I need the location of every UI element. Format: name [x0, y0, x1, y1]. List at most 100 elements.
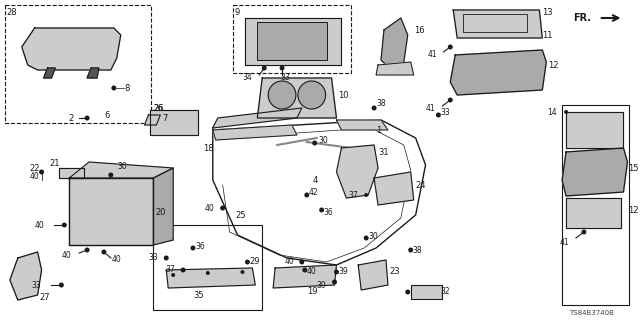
Circle shape: [319, 207, 324, 212]
Polygon shape: [566, 112, 623, 148]
Circle shape: [101, 250, 106, 254]
Text: 16: 16: [413, 26, 424, 35]
Bar: [5, 5, 152, 123]
Text: 40: 40: [112, 255, 122, 265]
Circle shape: [241, 270, 244, 274]
Circle shape: [108, 172, 113, 178]
Text: 41: 41: [559, 237, 569, 246]
Text: 37: 37: [349, 190, 358, 199]
Polygon shape: [212, 108, 302, 128]
Circle shape: [191, 245, 195, 251]
Polygon shape: [22, 28, 121, 70]
Polygon shape: [245, 18, 341, 65]
Polygon shape: [10, 252, 42, 300]
Polygon shape: [337, 145, 378, 198]
Bar: [463, 14, 527, 32]
Text: 33: 33: [280, 73, 290, 82]
Text: 10: 10: [339, 91, 349, 100]
Text: 28: 28: [6, 7, 17, 17]
Text: 20: 20: [156, 207, 166, 217]
Polygon shape: [44, 68, 56, 78]
Bar: [154, 225, 262, 310]
Circle shape: [268, 81, 296, 109]
Circle shape: [84, 116, 90, 121]
Text: 26: 26: [154, 103, 163, 113]
Polygon shape: [337, 120, 388, 130]
Text: 12: 12: [628, 205, 639, 214]
Text: 33: 33: [440, 108, 450, 116]
Text: 15: 15: [628, 164, 639, 172]
Circle shape: [111, 85, 116, 91]
Text: 8: 8: [125, 84, 130, 92]
Bar: [562, 105, 629, 305]
Circle shape: [304, 193, 309, 197]
Polygon shape: [87, 68, 99, 78]
Text: 31: 31: [378, 148, 388, 156]
Text: 12: 12: [548, 60, 559, 69]
Bar: [257, 22, 326, 60]
Text: 13: 13: [542, 7, 553, 17]
Polygon shape: [154, 168, 173, 245]
Text: 2: 2: [68, 114, 73, 123]
Circle shape: [364, 193, 368, 197]
Text: 33: 33: [148, 253, 158, 262]
Polygon shape: [60, 168, 84, 178]
Text: 40: 40: [284, 258, 294, 267]
Circle shape: [280, 66, 285, 70]
Text: 9: 9: [234, 7, 240, 17]
Text: 27: 27: [40, 293, 50, 302]
Text: 22: 22: [29, 164, 40, 172]
Text: 18: 18: [203, 143, 214, 153]
Text: 33: 33: [32, 281, 42, 290]
Circle shape: [180, 268, 186, 273]
Circle shape: [334, 269, 339, 275]
Text: 30: 30: [118, 162, 127, 171]
Circle shape: [245, 260, 250, 265]
Circle shape: [448, 98, 452, 102]
Text: 19: 19: [307, 287, 317, 297]
Text: 36: 36: [324, 207, 333, 217]
Text: FR.: FR.: [573, 13, 591, 23]
Circle shape: [84, 247, 90, 252]
Text: 24: 24: [415, 180, 426, 189]
Text: 37: 37: [165, 266, 175, 275]
Polygon shape: [562, 148, 627, 196]
Text: 39: 39: [339, 268, 348, 276]
Polygon shape: [145, 115, 161, 125]
Circle shape: [62, 222, 67, 228]
Text: 40: 40: [61, 251, 71, 260]
Circle shape: [298, 81, 326, 109]
Polygon shape: [376, 62, 413, 75]
Bar: [411, 285, 442, 299]
Text: 11: 11: [542, 30, 553, 39]
Text: 42: 42: [308, 188, 318, 196]
Text: 40: 40: [35, 220, 45, 229]
Text: 41: 41: [426, 103, 435, 113]
Text: 40: 40: [29, 172, 40, 180]
Circle shape: [164, 255, 169, 260]
Text: 36: 36: [195, 242, 205, 251]
Circle shape: [448, 44, 452, 50]
Text: 14: 14: [548, 108, 557, 116]
Text: 38: 38: [413, 245, 422, 254]
Text: 4: 4: [313, 175, 318, 185]
Polygon shape: [358, 260, 388, 290]
Text: 25: 25: [236, 211, 246, 220]
Circle shape: [312, 140, 317, 146]
Text: 26: 26: [154, 103, 164, 113]
Circle shape: [332, 279, 337, 284]
Circle shape: [564, 110, 568, 114]
Text: 39: 39: [317, 281, 326, 290]
Circle shape: [405, 290, 410, 294]
Polygon shape: [453, 10, 542, 38]
Circle shape: [262, 66, 267, 70]
Text: TS84B3740B: TS84B3740B: [569, 310, 614, 316]
Circle shape: [300, 260, 304, 265]
Circle shape: [59, 283, 64, 287]
Text: 6: 6: [104, 110, 109, 119]
Circle shape: [408, 247, 413, 252]
Circle shape: [364, 236, 369, 241]
Circle shape: [372, 106, 376, 110]
Text: 38: 38: [376, 99, 386, 108]
Polygon shape: [451, 50, 547, 95]
